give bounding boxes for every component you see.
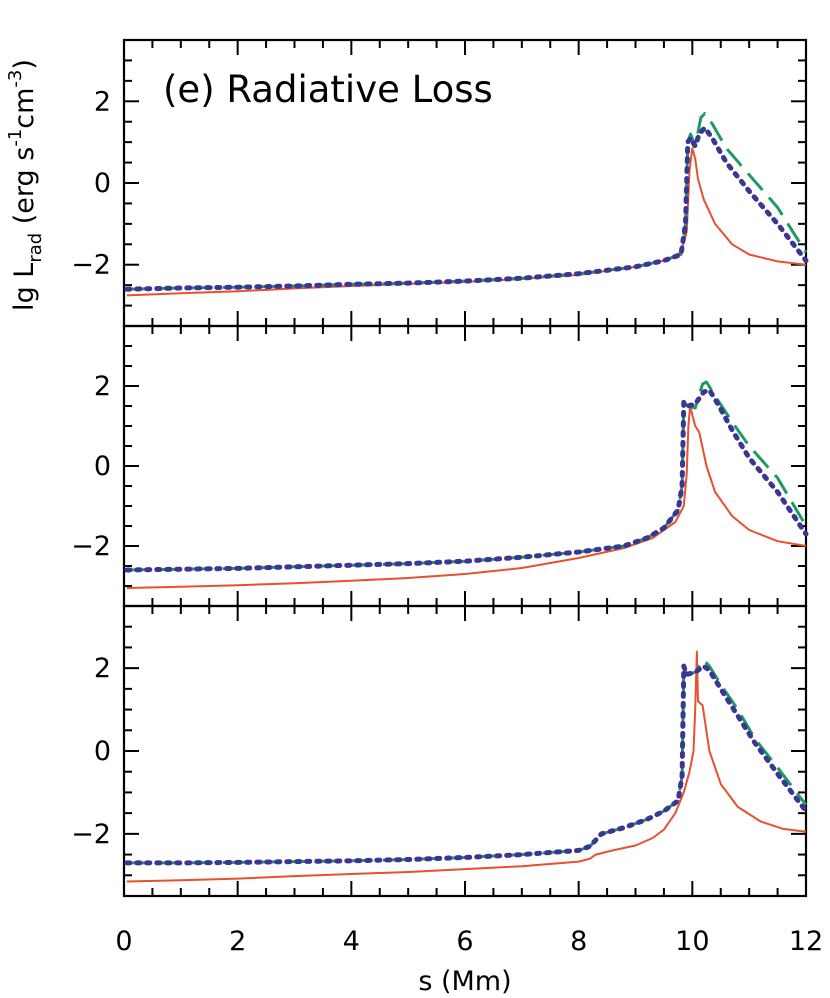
series-line-dashed (126, 658, 808, 865)
series-line-dotted (124, 125, 809, 292)
x-tick-labels: 0 2 4 6 8 10 12 (115, 926, 823, 957)
x-tick-label: 4 (343, 926, 360, 957)
x-tick-label: 0 (115, 926, 132, 957)
y-axis-title-unit-mid: cm (9, 88, 40, 129)
y-tick-label: 2 (94, 86, 111, 117)
x-tick-label: 2 (229, 926, 246, 957)
y-tick-label: 2 (94, 653, 111, 684)
y-axis-title-unit-open: (erg s (9, 147, 40, 233)
y-axis-title-lg: lg L (9, 263, 40, 311)
x-tick-label: 8 (570, 926, 587, 957)
y-axis-title-exp2: -3 (5, 70, 26, 88)
series-line-dotted (124, 387, 809, 573)
series-line-dashed (126, 112, 808, 291)
y-axis-title: lg Lrad (erg s-1cm-3) (5, 59, 46, 311)
x-tick-label: 10 (675, 926, 709, 957)
panel-frame (122, 324, 808, 608)
series-line-solid (126, 405, 807, 589)
y-tick-label: −2 (71, 531, 111, 562)
y-tick-label: 0 (94, 168, 111, 199)
y-axis-title-sub: rad (25, 233, 46, 263)
panel-2: −2 0 2 (71, 324, 809, 608)
y-tick-label: −2 (71, 250, 111, 281)
y-tick-label: 0 (94, 736, 111, 767)
panel-frame (122, 604, 808, 898)
series-line-dashed (126, 380, 808, 572)
y-axis-title-exp1: -1 (5, 129, 26, 147)
x-axis-title: s (Mm) (418, 966, 511, 997)
series-line-solid (126, 147, 807, 297)
y-tick-label: 0 (94, 451, 111, 482)
panels: −2 0 2 −2 0 2 −2 0 2 (71, 38, 809, 898)
x-tick-label: 12 (789, 926, 823, 957)
y-tick-label: −2 (71, 819, 111, 850)
panel-3: −2 0 2 (71, 604, 809, 898)
y-axis-title-unit-close: ) (9, 59, 40, 70)
y-tick-label: 2 (94, 371, 111, 402)
x-tick-label: 6 (456, 926, 473, 957)
series-line-solid (126, 650, 807, 883)
chart-title: (e) Radiative Loss (163, 68, 493, 111)
series-line-dotted (124, 663, 809, 866)
